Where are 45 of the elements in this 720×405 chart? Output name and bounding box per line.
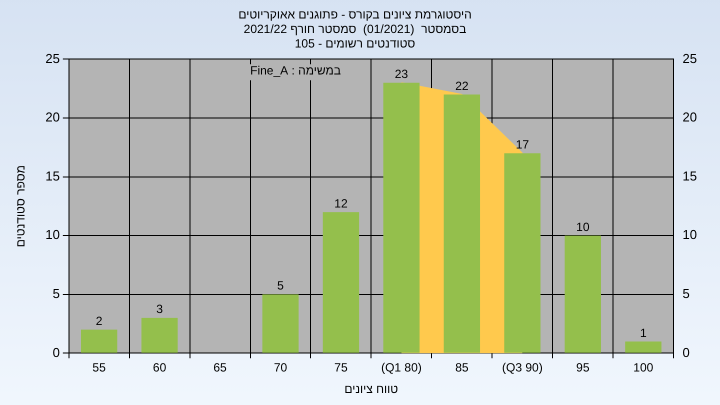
annotation: במשימה : Fine_A <box>250 64 341 78</box>
data-label: 17 <box>516 138 530 152</box>
x-tick-label: 100 <box>633 360 654 375</box>
x-axis-title: טווח ציונים <box>344 382 398 396</box>
y-tick-label: 10 <box>45 227 60 242</box>
chart-subtitle: בסמסטר (01/2021) סמסטר חורף 2021/22 סטודנטים רשומים - 105 <box>244 22 466 50</box>
y-tick-label: 20 <box>45 110 60 125</box>
y2-tick-label: 0 <box>682 344 690 360</box>
bar <box>322 212 360 353</box>
bar <box>564 236 601 353</box>
y-tick-label: 0 <box>52 344 60 360</box>
data-label: 1 <box>640 326 647 340</box>
data-label: 5 <box>277 278 284 293</box>
bar <box>383 82 420 353</box>
y2-tick-label: 5 <box>682 286 690 301</box>
y-tick-label: 25 <box>45 50 60 66</box>
x-tick-label: 60 <box>152 360 167 375</box>
data-label: 22 <box>455 78 469 93</box>
y-tick-label: 15 <box>45 168 60 184</box>
bar <box>504 153 541 353</box>
x-tick-label: 55 <box>92 360 106 375</box>
x-tick-label: 85 <box>455 360 469 375</box>
y2-tick-label: 10 <box>682 227 698 242</box>
x-tick-label: (Q1 80) <box>381 360 422 375</box>
data-label: 12 <box>334 196 348 210</box>
x-tick-label: 95 <box>576 360 590 375</box>
y2-tick-label: 15 <box>682 168 698 184</box>
chart-title: היסטוגרמת ציונים בקורס - פתוגנים אאוקריוטים <box>238 8 472 22</box>
y-axis-title: מספר סטודנטים <box>14 165 28 248</box>
bar <box>444 94 480 353</box>
y2-tick-label: 25 <box>682 50 698 66</box>
bar <box>80 330 118 353</box>
data-label: 23 <box>394 67 408 82</box>
x-tick-label: 75 <box>334 360 348 375</box>
x-tick-label: (Q3 90) <box>502 360 543 375</box>
y-tick-label: 5 <box>52 286 60 301</box>
x-tick-label: 65 <box>213 360 228 375</box>
bar <box>625 341 662 353</box>
bar <box>141 318 178 353</box>
data-label: 2 <box>96 314 103 328</box>
x-tick-label: 70 <box>274 360 288 375</box>
data-label: 10 <box>576 220 590 234</box>
y2-tick-label: 20 <box>682 110 698 125</box>
data-label: 3 <box>156 302 164 316</box>
bar <box>262 294 299 353</box>
